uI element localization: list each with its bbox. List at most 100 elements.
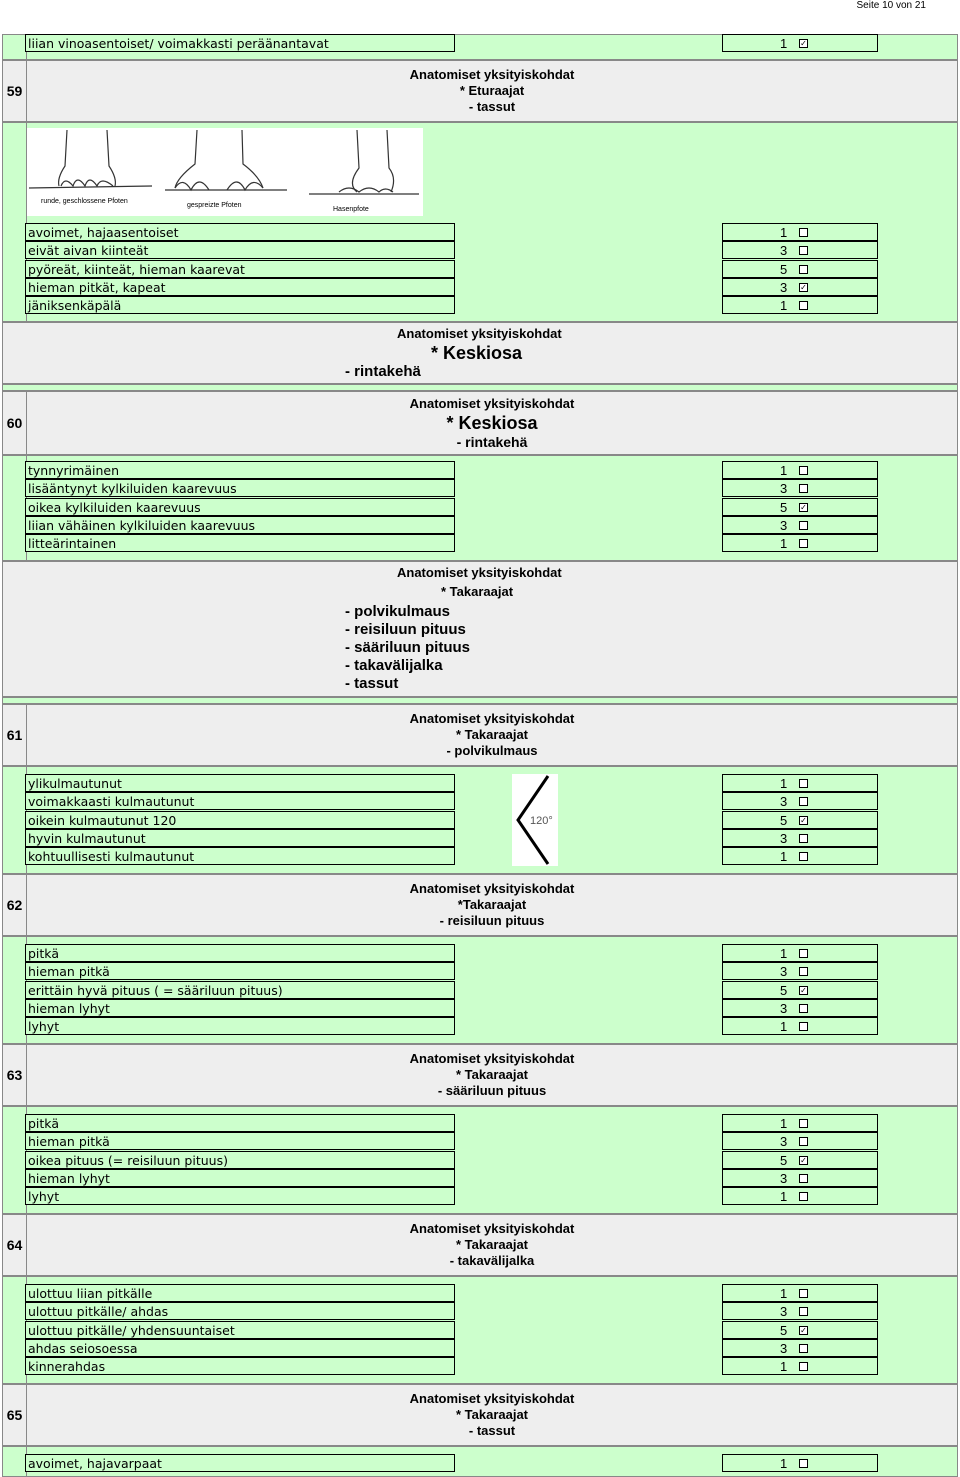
- option-label: litteärintainen: [25, 534, 455, 553]
- caption-round-paws: runde, geschlossene Pfoten: [41, 198, 128, 205]
- title-line: - takavälijalka: [449, 1253, 535, 1268]
- score-value: 1: [780, 298, 788, 314]
- score-cell: 3: [722, 998, 878, 1017]
- section-title: Anatomiset yksityiskohdat * Takaraajat -…: [27, 1215, 957, 1275]
- paw-types-illustration: runde, geschlossene Pfoten gespreizte Pf…: [27, 128, 423, 216]
- option-label: oikea kylkiluiden kaarevuus: [25, 497, 455, 516]
- section-title: Anatomiset yksityiskohdat * Takaraajat -…: [27, 1045, 957, 1105]
- knee-angle-diagram: 120°: [512, 774, 558, 866]
- title-line: Anatomiset yksityiskohdat: [409, 1221, 575, 1236]
- keskiosa-header: Anatomiset yksityiskohdat * Keskiosa - r…: [2, 322, 958, 384]
- spacer-bar: [2, 384, 958, 391]
- score-value: 3: [780, 1170, 788, 1186]
- option-checkbox[interactable]: [799, 1307, 808, 1317]
- option-label: avoimet, hajaasentoiset: [25, 223, 455, 241]
- option-checkbox[interactable]: [799, 264, 808, 274]
- option-checkbox[interactable]: [799, 1289, 808, 1298]
- option-checkbox[interactable]: [799, 520, 808, 530]
- score-value: 1: [780, 225, 788, 240]
- option-checkbox[interactable]: [799, 539, 808, 549]
- score-value: 1: [780, 536, 788, 552]
- section-60-header: 60 Anatomiset yksityiskohdat * Keskiosa …: [2, 391, 958, 455]
- option-checkbox[interactable]: [799, 228, 808, 237]
- caption-hare-foot: Hasenpfote: [333, 206, 369, 213]
- section-title: Anatomiset yksityiskohdat * Keskiosa - r…: [27, 392, 957, 454]
- score-value: 5: [780, 1152, 788, 1168]
- option-checkbox[interactable]: [799, 779, 808, 788]
- title-line: - rintakehä: [456, 434, 528, 450]
- option-label: ulottuu pitkälle/ ahdas: [25, 1302, 455, 1321]
- section-number: 65: [3, 1385, 27, 1445]
- title-line: Anatomiset yksityiskohdat: [409, 881, 575, 896]
- section-number: 60: [3, 392, 27, 454]
- option-checkbox[interactable]: [799, 1459, 808, 1468]
- section-number: [3, 767, 27, 873]
- score-value: 3: [780, 1304, 788, 1320]
- score-value: 1: [780, 463, 788, 478]
- title-line: * Takaraajat: [455, 1407, 529, 1422]
- option-checkbox[interactable]: [799, 1119, 808, 1128]
- option-checkbox[interactable]: [799, 484, 808, 494]
- title-line: * Takaraajat: [455, 727, 529, 742]
- option-label: liian vähäinen kylkiluiden kaarevuus: [25, 515, 455, 534]
- option-checkbox[interactable]: [799, 246, 808, 256]
- option-checkbox[interactable]: [799, 1343, 808, 1353]
- title-line: Anatomiset yksityiskohdat: [409, 1051, 575, 1066]
- option-checkbox[interactable]: [799, 1173, 808, 1183]
- score-cell: 3: [722, 1338, 878, 1357]
- title-line: - sääriluun pituus: [437, 1083, 547, 1098]
- section-number: [3, 123, 27, 321]
- option-checkbox[interactable]: [799, 949, 808, 958]
- option-label: hieman pitkät, kapeat: [25, 277, 455, 296]
- option-checkbox[interactable]: ✓: [799, 39, 808, 48]
- subtitle-text: * Keskiosa: [431, 343, 523, 363]
- score-cell: 1: [722, 1114, 878, 1132]
- option-label: liian vinoasentoiset/ voimakkasti perään…: [25, 34, 455, 52]
- title-line: Anatomiset yksityiskohdat: [409, 67, 575, 82]
- score-value: 3: [780, 1340, 788, 1356]
- option-checkbox[interactable]: [799, 1362, 808, 1372]
- score-cell: 3: [722, 241, 878, 260]
- title-line: - takavälijalka: [345, 657, 443, 674]
- title-line: Anatomiset yksityiskohdat: [409, 396, 575, 411]
- option-checkbox[interactable]: ✓: [799, 1325, 808, 1335]
- option-label: jäniksenkäpälä: [25, 296, 455, 315]
- option-checkbox[interactable]: [799, 967, 808, 977]
- option-checkbox[interactable]: ✓: [799, 985, 808, 995]
- option-label: ahdas seiosoessa: [25, 1338, 455, 1357]
- option-checkbox[interactable]: [799, 1003, 808, 1013]
- option-label: lyhyt: [25, 1187, 455, 1206]
- section-number: 63: [3, 1045, 27, 1105]
- section-number: [3, 35, 27, 59]
- section-64-header: 64 Anatomiset yksityiskohdat * Takaraaja…: [2, 1214, 958, 1276]
- section-number: [3, 1277, 27, 1383]
- option-checkbox[interactable]: [799, 797, 808, 807]
- option-checkbox[interactable]: [799, 301, 808, 311]
- score-value: 1: [780, 36, 788, 51]
- score-cell: 3: [722, 792, 878, 811]
- score-value: 3: [780, 794, 788, 810]
- option-checkbox[interactable]: ✓: [799, 502, 808, 512]
- score-cell: 3: [722, 515, 878, 534]
- option-checkbox[interactable]: ✓: [799, 282, 808, 292]
- score-value: 3: [780, 243, 788, 259]
- section-number: 59: [3, 61, 27, 121]
- option-checkbox[interactable]: [799, 852, 808, 862]
- option-checkbox[interactable]: [799, 1192, 808, 1202]
- option-checkbox[interactable]: [799, 833, 808, 843]
- score-value: 1: [780, 946, 788, 961]
- score-cell: 5 ✓: [722, 1150, 878, 1169]
- score-cell: 3: [722, 479, 878, 498]
- score-cell: 3: [722, 828, 878, 847]
- option-checkbox[interactable]: [799, 466, 808, 475]
- score-cell: 5 ✓: [722, 980, 878, 999]
- option-checkbox[interactable]: ✓: [799, 815, 808, 825]
- score-value: 5: [780, 812, 788, 828]
- option-label: hieman lyhyt: [25, 998, 455, 1017]
- section-title: Anatomiset yksityiskohdat *Takaraajat - …: [27, 875, 957, 935]
- score-cell: 3: [722, 1132, 878, 1151]
- option-checkbox[interactable]: [799, 1137, 808, 1147]
- option-checkbox[interactable]: [799, 1022, 808, 1032]
- option-label: ulottuu liian pitkälle: [25, 1284, 455, 1302]
- option-checkbox[interactable]: ✓: [799, 1155, 808, 1165]
